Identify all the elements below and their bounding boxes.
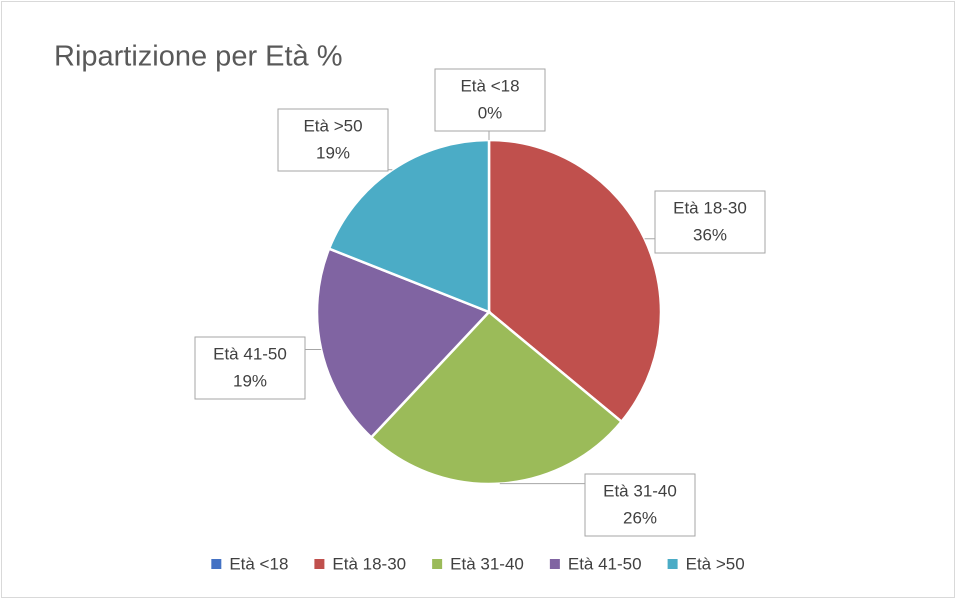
pie-slice <box>487 138 663 424</box>
callout-box <box>584 473 696 537</box>
data-label-value: 19% <box>316 143 350 162</box>
callout-box <box>194 336 306 400</box>
data-label-value: 26% <box>623 508 657 527</box>
legend-swatch <box>549 559 560 569</box>
data-label-value: 0% <box>478 103 503 122</box>
data-label-category: Età 41-50 <box>213 344 287 363</box>
legend-swatch <box>314 559 325 569</box>
callout-box <box>434 68 546 132</box>
data-label-category: Età 18-30 <box>673 198 747 217</box>
data-label-category: Età >50 <box>303 116 362 135</box>
legend-label: Età >50 <box>686 554 745 573</box>
pie-slice <box>327 138 491 314</box>
data-label-value: 19% <box>233 371 267 390</box>
legend-label: Età <18 <box>229 554 288 573</box>
data-label-category: Età <18 <box>460 76 519 95</box>
legend-swatch <box>211 559 222 569</box>
data-label-category: Età 31-40 <box>603 481 677 500</box>
legend-label: Età 41-50 <box>568 554 642 573</box>
legend-label: Età 18-30 <box>332 554 406 573</box>
chart-title: Ripartizione per Età % <box>54 41 343 73</box>
callout-box <box>277 108 389 172</box>
callout-box <box>654 190 766 254</box>
legend-label: Età 31-40 <box>450 554 524 573</box>
legend: Età <18 Età 18-30 Età 31-40 Età 41-50 Età >5… <box>211 554 745 573</box>
data-label-value: 36% <box>693 225 727 244</box>
legend-swatch <box>667 559 678 569</box>
legend-swatch <box>432 559 443 569</box>
